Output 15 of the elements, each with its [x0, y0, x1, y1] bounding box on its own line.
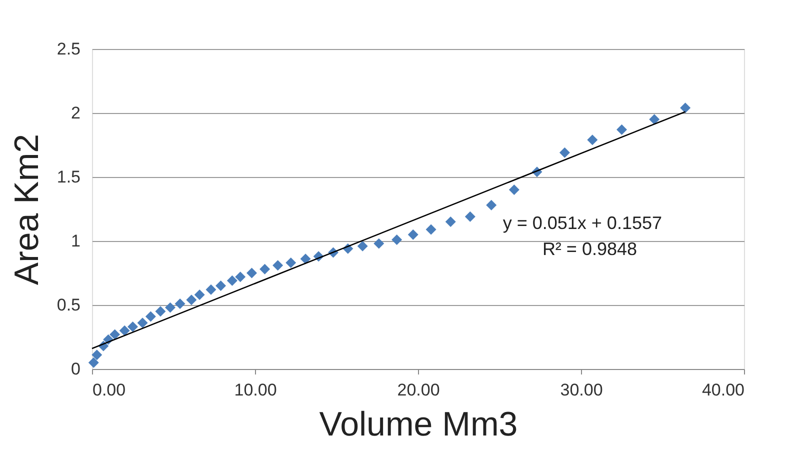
y-axis-title: Area Km2 [8, 134, 46, 286]
y-tick-label: 2 [71, 104, 80, 122]
y-tick-label: 0 [71, 360, 80, 378]
y-tick-label: 1.5 [56, 168, 80, 186]
y-tick-label: 2.5 [56, 40, 80, 58]
x-tick-label: 30.00 [560, 380, 603, 400]
y-tick-label: 0.5 [56, 296, 80, 314]
x-axis-title: Volume Mm3 [319, 406, 518, 444]
annotation: R² = 0.9848 [542, 239, 637, 259]
y-tick-label: 1 [71, 232, 80, 250]
x-tick-label: 10.00 [234, 380, 277, 400]
x-tick-label: 20.00 [397, 380, 440, 400]
x-tick-label: 0.00 [92, 380, 126, 400]
annotation: y = 0.051x + 0.1557 [502, 213, 662, 233]
x-tick-label: 40.00 [702, 380, 744, 400]
